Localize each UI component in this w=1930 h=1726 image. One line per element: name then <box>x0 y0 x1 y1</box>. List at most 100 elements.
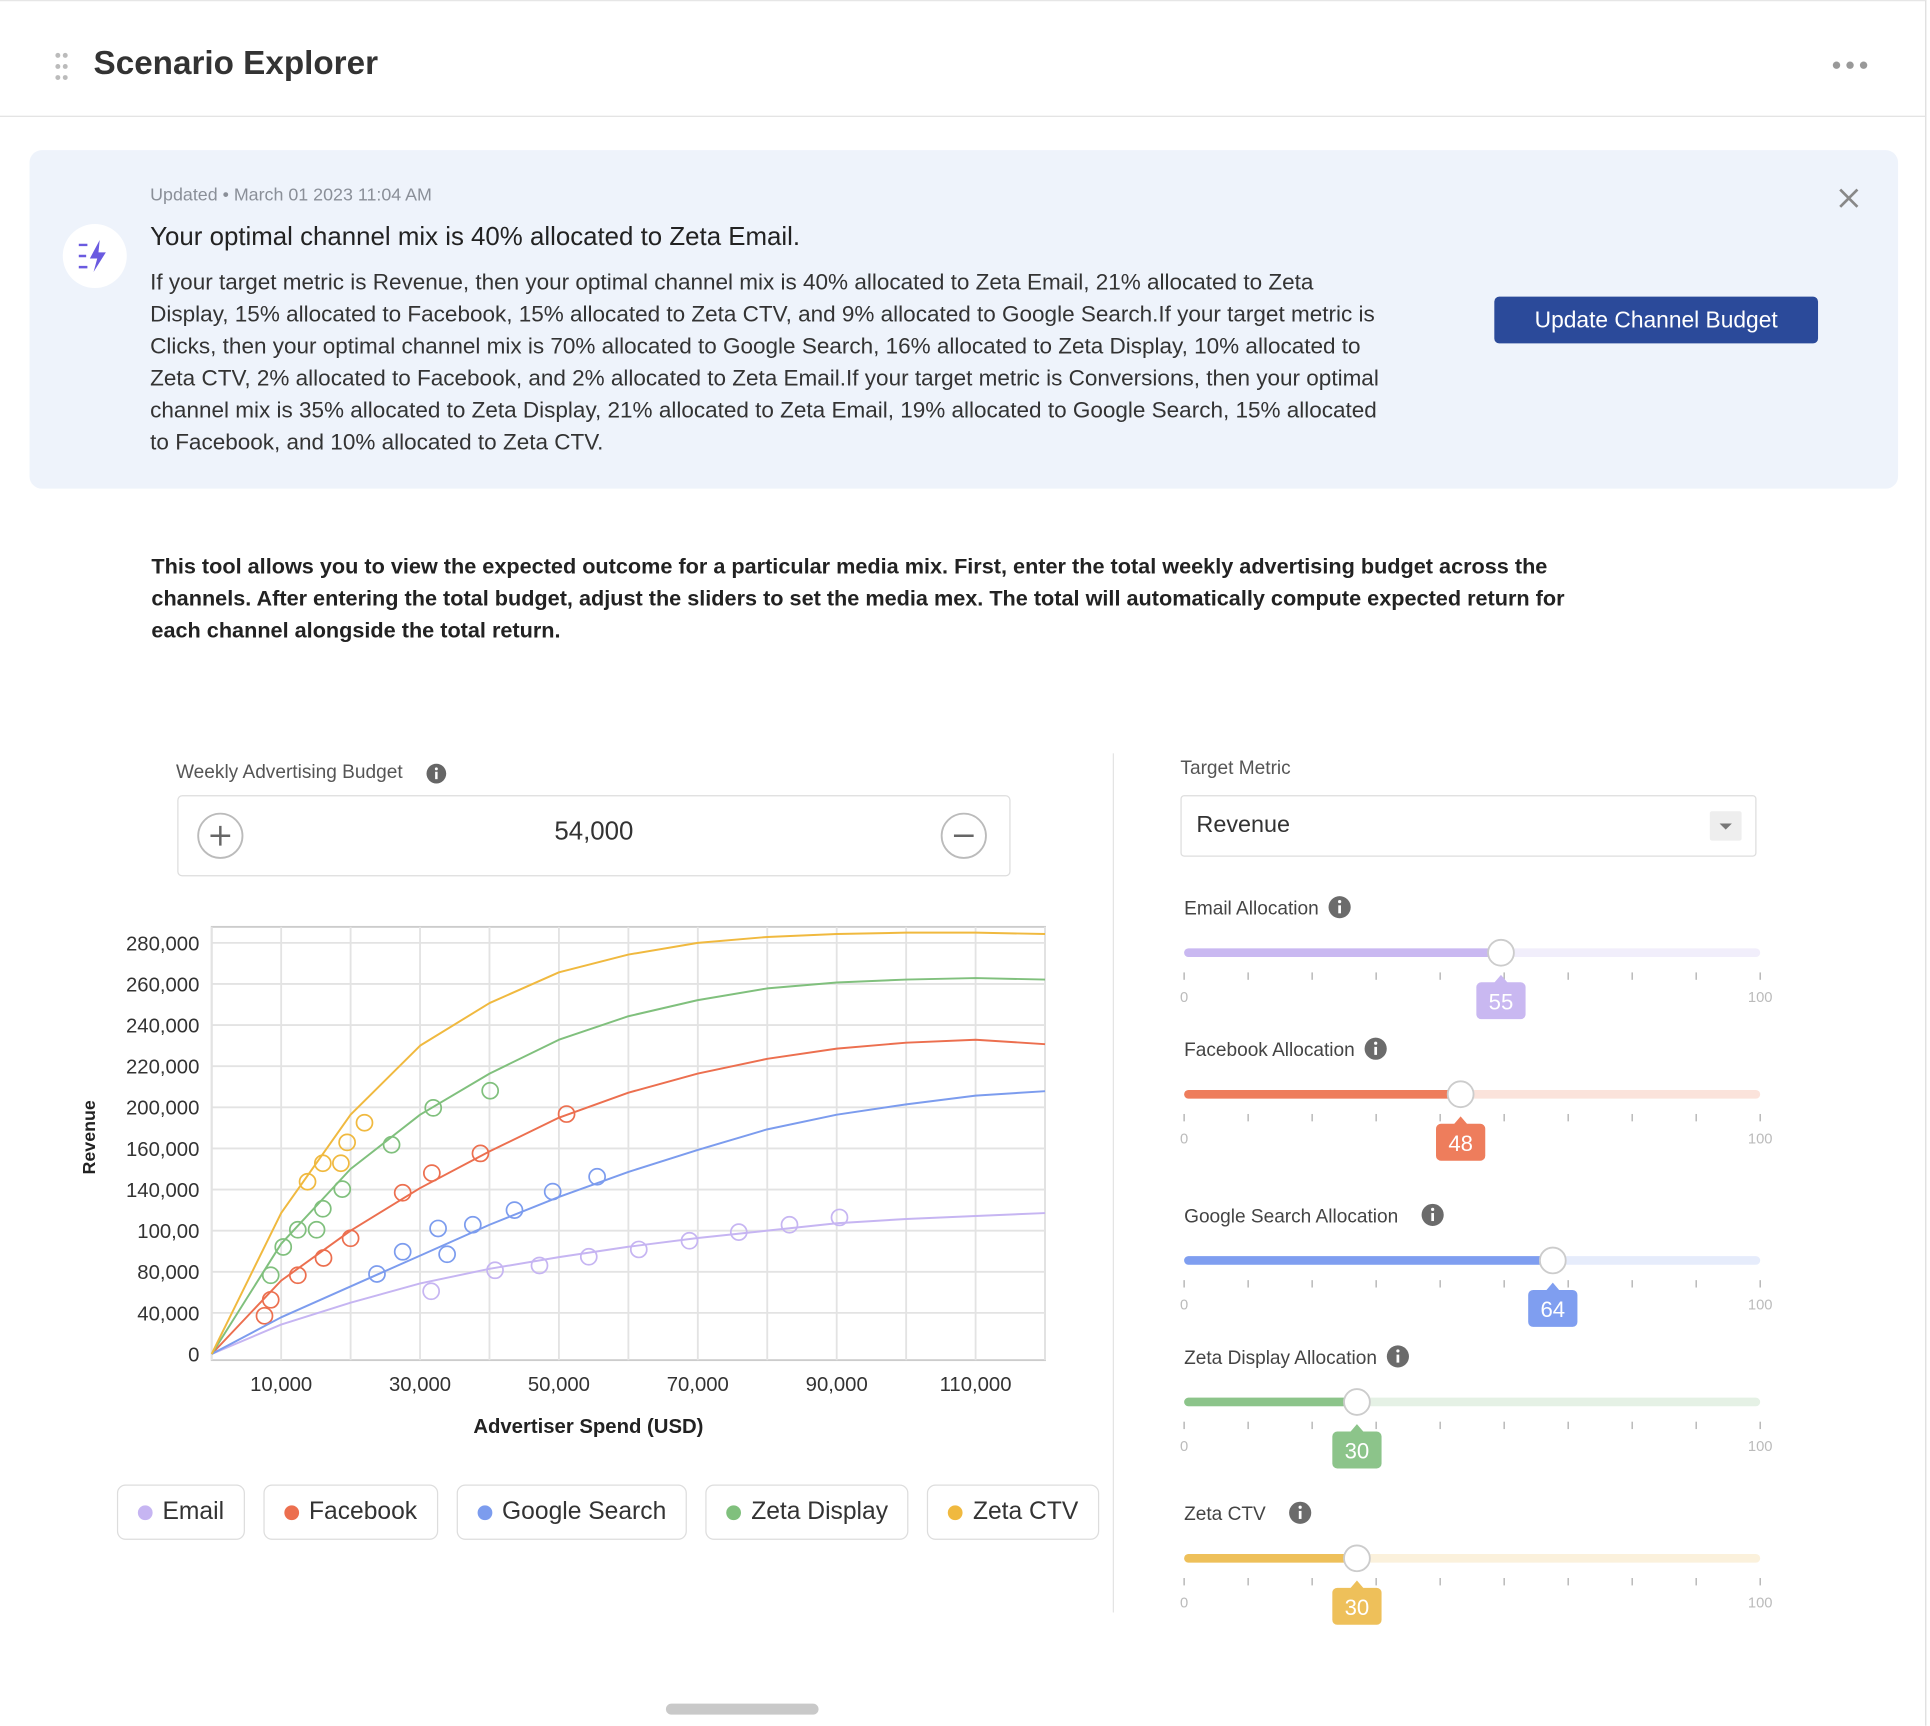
legend-item[interactable]: Zeta CTV <box>927 1484 1100 1540</box>
legend-label: Zeta Display <box>751 1498 889 1526</box>
info-icon[interactable] <box>1364 1037 1387 1060</box>
slider-knob[interactable] <box>1343 1388 1371 1416</box>
legend-item[interactable]: Google Search <box>456 1484 688 1540</box>
data-point <box>588 1167 606 1186</box>
y-axis-label: Revenue <box>79 1100 99 1174</box>
data-point <box>422 1282 441 1301</box>
legend-swatch <box>726 1504 742 1520</box>
title: Scenario Explorer <box>93 44 379 82</box>
budget-input[interactable] <box>177 795 1011 877</box>
drag-handle[interactable] <box>54 52 69 82</box>
updated-time: Updated • March 01 2023 11:04 AM <box>150 185 432 206</box>
data-point <box>382 1135 401 1154</box>
x-tick-label: 50,000 <box>528 1374 590 1396</box>
data-point <box>288 1220 307 1239</box>
legend: Email Facebook Google Search Zeta Display Ze… <box>116 1484 1100 1540</box>
info-icon[interactable] <box>426 763 447 784</box>
y-tick-label: 240,000 <box>126 1015 199 1037</box>
value-pointer <box>1349 1424 1365 1433</box>
legend-swatch <box>477 1504 493 1520</box>
legend-item[interactable]: Email <box>116 1484 245 1540</box>
description: This tool allows you to view the expecte… <box>151 553 1565 643</box>
info-icon[interactable] <box>1289 1501 1312 1524</box>
fit-curve <box>211 1212 1046 1355</box>
info-stem <box>1431 1213 1435 1222</box>
slider-min: 0 <box>1180 1132 1188 1148</box>
slider-knob[interactable] <box>1343 1544 1371 1573</box>
data-point <box>486 1261 504 1280</box>
dropdown-arrow[interactable] <box>1709 811 1742 841</box>
data-point <box>680 1231 699 1250</box>
target-metric-select[interactable] <box>1180 795 1757 857</box>
info-stem <box>1338 905 1341 914</box>
data-point <box>255 1306 274 1325</box>
update-budget-button[interactable]: Update Channel Budget <box>1494 296 1819 344</box>
increment-button[interactable] <box>196 811 245 860</box>
y-tick-label: 160,000 <box>126 1139 199 1161</box>
value-pointer <box>1453 1116 1469 1126</box>
y-tick-label: 280,000 <box>126 933 199 955</box>
legend-label: Google Search <box>502 1498 667 1526</box>
close-button[interactable] <box>1838 187 1860 209</box>
slider-fill <box>1184 1089 1461 1099</box>
slider-fill <box>1184 1256 1553 1265</box>
legend-item[interactable]: Facebook <box>263 1484 439 1540</box>
slider-value: 30 <box>1345 1595 1370 1620</box>
slider-knob[interactable] <box>1487 938 1515 967</box>
legend-item[interactable]: Zeta Display <box>705 1484 909 1540</box>
slider-max: 100 <box>1748 1596 1773 1612</box>
legend-label: Zeta CTV <box>972 1498 1079 1526</box>
value-bubble <box>1332 1431 1382 1469</box>
y-tick-label: 100,00 <box>137 1221 199 1243</box>
data-point <box>579 1247 598 1266</box>
data-point <box>422 1164 441 1182</box>
legend-label: Facebook <box>308 1498 418 1526</box>
data-point <box>332 1154 350 1173</box>
info-icon[interactable] <box>1421 1203 1444 1226</box>
target-metric-value: Revenue <box>1196 812 1291 839</box>
fit-curve <box>211 1090 1046 1355</box>
target-metric-label: Target Metric <box>1180 758 1291 780</box>
scrollbar[interactable] <box>665 1703 819 1715</box>
decrement-button[interactable] <box>939 811 988 860</box>
data-point <box>313 1154 332 1173</box>
slider-max: 100 <box>1748 1298 1773 1314</box>
y-tick-label: 200,000 <box>126 1098 199 1120</box>
slider-min: 0 <box>1180 1298 1188 1314</box>
y-tick-label: 0 <box>188 1344 199 1366</box>
legend-swatch <box>948 1504 964 1520</box>
slider-max: 100 <box>1748 990 1773 1006</box>
data-point <box>629 1240 648 1259</box>
slider-label: Email Allocation <box>1184 899 1319 920</box>
info-stem <box>1396 1354 1400 1363</box>
more-menu[interactable] <box>1832 59 1869 71</box>
data-point <box>314 1249 333 1267</box>
info-icon[interactable] <box>1386 1345 1409 1368</box>
data-point <box>463 1215 482 1234</box>
info-icon[interactable] <box>1328 896 1351 919</box>
data-point <box>424 1099 443 1117</box>
value-bubble <box>1476 982 1526 1020</box>
y-tick-label: 80,000 <box>137 1262 199 1284</box>
slider-knob[interactable] <box>1446 1080 1475 1109</box>
info-dot <box>1338 900 1342 904</box>
legend-swatch <box>284 1504 300 1520</box>
data-point <box>780 1215 799 1234</box>
budget-label: Weekly Advertising Budget <box>176 761 403 783</box>
data-point <box>471 1144 490 1163</box>
slider-label: Facebook Allocation <box>1184 1040 1355 1061</box>
value-bubble <box>1332 1587 1382 1625</box>
slider-knob[interactable] <box>1538 1246 1567 1275</box>
info-stem <box>1374 1046 1378 1055</box>
headline: Your optimal channel mix is 40% allocate… <box>150 222 801 252</box>
x-tick-label: 70,000 <box>667 1374 729 1396</box>
slider-fill <box>1184 948 1501 958</box>
legend-swatch <box>137 1504 153 1520</box>
data-point <box>530 1256 549 1275</box>
data-point <box>830 1208 849 1227</box>
slider-value: 64 <box>1540 1297 1565 1322</box>
info-dot <box>1298 1505 1302 1509</box>
